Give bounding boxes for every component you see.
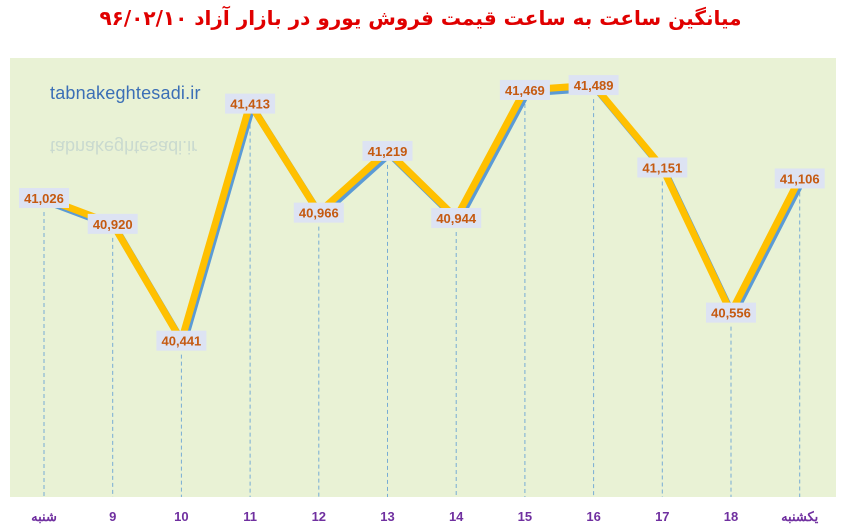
x-tick-label: شنبه bbox=[31, 509, 57, 524]
data-label: 41,489 bbox=[568, 75, 619, 96]
data-label-text: 41,219 bbox=[368, 144, 408, 159]
gridlines bbox=[43, 99, 801, 497]
data-label-background bbox=[362, 140, 413, 161]
x-axis-ticks: شنبه 9 10 11 12 13 14 15 16 17 18 یکشنبه bbox=[31, 509, 819, 524]
data-label: 40,920 bbox=[87, 213, 138, 234]
data-label-background bbox=[499, 79, 550, 100]
watermark: tabnakeghtesadi.ir bbox=[50, 83, 201, 103]
data-label: 40,944 bbox=[431, 207, 482, 228]
data-label: 41,151 bbox=[637, 157, 688, 178]
data-label-text: 41,151 bbox=[642, 161, 682, 176]
data-label: 41,413 bbox=[225, 93, 276, 114]
data-label-background bbox=[293, 202, 344, 223]
x-tick-label: 15 bbox=[518, 509, 532, 524]
x-tick-label: 14 bbox=[449, 509, 464, 524]
data-label-text: 40,556 bbox=[711, 306, 751, 321]
x-tick-label: 18 bbox=[724, 509, 738, 524]
chart-title: میانگین ساعت به ساعت قیمت فروش یورو در ب… bbox=[99, 6, 742, 30]
data-label-background bbox=[431, 207, 482, 228]
x-tick-label: 16 bbox=[586, 509, 600, 524]
data-label-text: 40,441 bbox=[162, 334, 202, 349]
data-label-text: 41,026 bbox=[24, 191, 64, 206]
data-label: 40,556 bbox=[706, 302, 756, 323]
x-tick-label: 12 bbox=[312, 509, 326, 524]
data-label-text: 40,920 bbox=[93, 217, 133, 232]
data-label: 40,441 bbox=[156, 330, 207, 351]
data-label: 41,026 bbox=[19, 187, 69, 208]
data-label-background bbox=[87, 213, 138, 234]
data-label-background bbox=[637, 157, 688, 178]
data-label-text: 41,106 bbox=[780, 171, 820, 186]
x-tick-label: 13 bbox=[380, 509, 394, 524]
x-tick-label: 9 bbox=[109, 509, 116, 524]
x-tick-label: 10 bbox=[174, 509, 188, 524]
x-tick-label: یکشنبه bbox=[781, 509, 819, 524]
series-line bbox=[40, 81, 806, 348]
data-label-text: 41,413 bbox=[230, 97, 270, 112]
data-label-text: 40,966 bbox=[299, 206, 339, 221]
data-label: 41,469 bbox=[499, 79, 550, 100]
data-label: 41,106 bbox=[774, 168, 825, 189]
data-label-background bbox=[156, 330, 207, 351]
x-tick-label: 11 bbox=[243, 509, 257, 524]
data-label-background bbox=[568, 75, 619, 96]
data-label-background bbox=[225, 93, 276, 114]
data-label: 40,966 bbox=[293, 202, 344, 223]
data-label-text: 40,944 bbox=[436, 211, 477, 226]
data-labels: 41,026 40,920 40,441 41,413 40,966 41,219 40,9… bbox=[19, 75, 825, 351]
data-label-text: 41,469 bbox=[505, 83, 545, 98]
series-line-path bbox=[40, 81, 804, 345]
data-label-background bbox=[774, 168, 825, 189]
data-label-text: 41,489 bbox=[574, 78, 614, 93]
data-label: 41,219 bbox=[362, 140, 413, 161]
data-label-background bbox=[19, 187, 69, 208]
x-tick-label: 17 bbox=[655, 509, 669, 524]
data-label-background bbox=[706, 302, 756, 323]
